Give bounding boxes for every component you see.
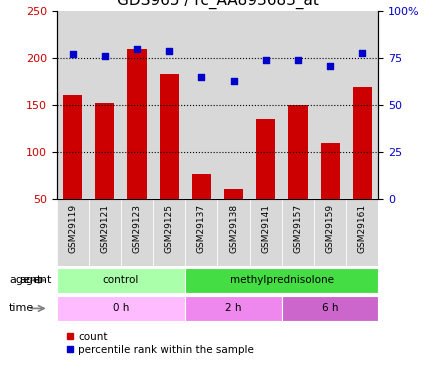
Bar bbox=[288, 105, 307, 199]
Text: 0 h: 0 h bbox=[112, 303, 129, 313]
Text: GSM29123: GSM29123 bbox=[132, 204, 141, 253]
Title: GDS965 / rc_AA893683_at: GDS965 / rc_AA893683_at bbox=[116, 0, 318, 9]
Text: GSM29119: GSM29119 bbox=[68, 204, 77, 253]
Bar bbox=[313, 199, 345, 266]
Bar bbox=[56, 199, 89, 266]
Point bbox=[230, 78, 237, 84]
Bar bbox=[121, 11, 153, 199]
Text: GSM29141: GSM29141 bbox=[261, 204, 270, 253]
Bar bbox=[217, 11, 249, 199]
Bar bbox=[56, 11, 89, 199]
Bar bbox=[191, 174, 210, 199]
Text: GSM29161: GSM29161 bbox=[357, 204, 366, 253]
Point bbox=[294, 57, 301, 63]
Point bbox=[262, 57, 269, 63]
Bar bbox=[56, 296, 185, 321]
Text: GSM29138: GSM29138 bbox=[229, 204, 237, 253]
Text: GSM29137: GSM29137 bbox=[197, 204, 205, 253]
Bar bbox=[352, 87, 371, 199]
Bar bbox=[56, 268, 185, 293]
Bar bbox=[185, 296, 281, 321]
Bar bbox=[185, 199, 217, 266]
Point bbox=[101, 53, 108, 59]
Bar bbox=[281, 296, 378, 321]
Bar bbox=[281, 11, 313, 199]
Bar bbox=[256, 119, 275, 199]
Text: 6 h: 6 h bbox=[321, 303, 338, 313]
Text: agent: agent bbox=[9, 275, 41, 285]
Legend: count, percentile rank within the sample: count, percentile rank within the sample bbox=[62, 328, 258, 359]
Text: GSM29121: GSM29121 bbox=[100, 204, 109, 253]
Text: GSM29159: GSM29159 bbox=[325, 204, 334, 253]
Bar bbox=[217, 199, 249, 266]
Point bbox=[165, 48, 172, 54]
Point bbox=[133, 46, 140, 52]
Bar bbox=[249, 199, 281, 266]
Bar bbox=[159, 74, 178, 199]
Point bbox=[69, 51, 76, 57]
Bar bbox=[89, 11, 121, 199]
Bar bbox=[185, 11, 217, 199]
Bar bbox=[345, 11, 378, 199]
Text: time: time bbox=[9, 303, 34, 313]
Text: control: control bbox=[102, 275, 139, 285]
Bar bbox=[121, 199, 153, 266]
Bar bbox=[95, 103, 114, 199]
Bar bbox=[185, 268, 378, 293]
Bar bbox=[320, 144, 339, 199]
Bar bbox=[89, 199, 121, 266]
Point bbox=[326, 63, 333, 69]
Bar bbox=[313, 11, 345, 199]
Text: methylprednisolone: methylprednisolone bbox=[229, 275, 333, 285]
Text: 2 h: 2 h bbox=[225, 303, 241, 313]
Bar bbox=[153, 199, 185, 266]
Text: GSM29157: GSM29157 bbox=[293, 204, 302, 253]
Bar bbox=[127, 49, 146, 199]
Bar bbox=[281, 199, 313, 266]
Bar bbox=[63, 95, 82, 199]
Bar bbox=[345, 199, 378, 266]
Bar bbox=[153, 11, 185, 199]
Text: GSM29125: GSM29125 bbox=[164, 204, 173, 253]
Bar bbox=[224, 189, 243, 199]
Bar bbox=[249, 11, 281, 199]
Text: agent: agent bbox=[20, 275, 52, 285]
Point bbox=[197, 74, 204, 80]
Point bbox=[358, 50, 365, 55]
